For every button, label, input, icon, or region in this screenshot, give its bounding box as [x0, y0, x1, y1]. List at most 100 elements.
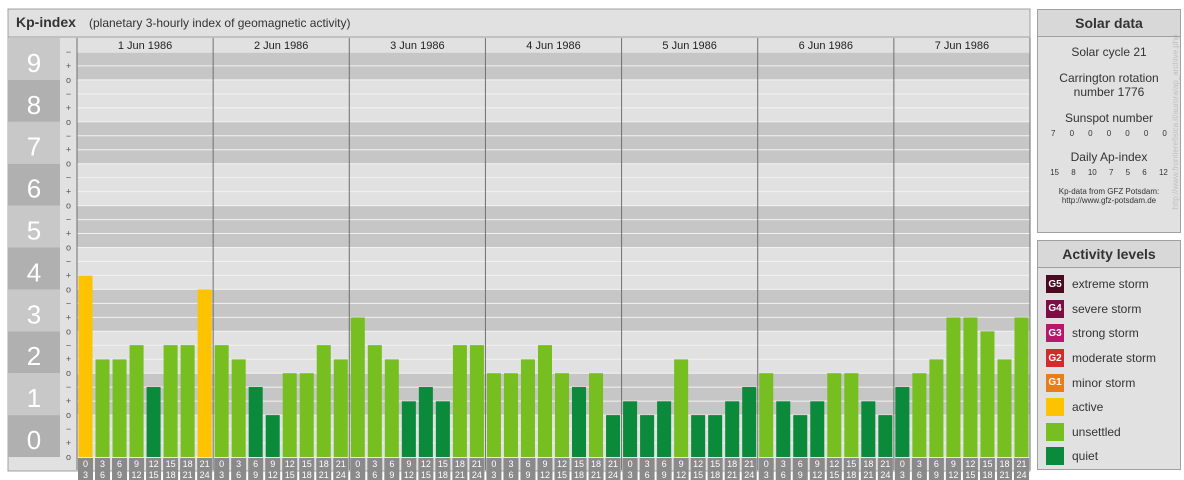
hour-box: [724, 458, 740, 480]
sunspot-value: 0: [1162, 129, 1167, 138]
hour-box: [401, 458, 417, 480]
kp-bar: [759, 373, 774, 457]
kp-bar: [503, 373, 518, 457]
kp-bar: [657, 401, 672, 457]
kp-bar: [929, 359, 944, 457]
sunspot-value: 0: [1069, 129, 1075, 138]
hour-end-label: 24: [1016, 470, 1026, 480]
hour-box: [996, 458, 1012, 480]
hour-end-label: 15: [149, 470, 159, 480]
hour-box: [860, 458, 876, 480]
hour-end-label: 21: [319, 470, 329, 480]
hour-start-label: 3: [100, 459, 105, 469]
plot-band: [77, 247, 1030, 290]
day-label: 1 Jun 1986: [118, 40, 172, 52]
hour-box: [775, 458, 791, 480]
kp-bar: [350, 317, 365, 457]
y-label-band: [8, 415, 60, 457]
hour-box: [877, 458, 893, 480]
hour-start-label: 21: [1016, 459, 1026, 469]
hour-start-label: 9: [406, 459, 411, 469]
hour-end-label: 12: [404, 470, 414, 480]
sunspot-value: 0: [1106, 129, 1112, 138]
legend-item-quiet: quiet: [1038, 444, 1180, 469]
hour-start-label: 9: [270, 459, 275, 469]
minor-tick-symbol: +: [66, 187, 71, 197]
hour-start-label: 15: [574, 459, 584, 469]
hour-start-label: 9: [542, 459, 547, 469]
hour-start-label: 12: [829, 459, 839, 469]
hour-box: [809, 458, 825, 480]
hour-box: [622, 458, 638, 480]
minor-tick-symbol: +: [66, 145, 71, 155]
hour-start-label: 0: [355, 459, 360, 469]
minor-tick-symbol: o: [66, 117, 71, 127]
hour-end-label: 6: [100, 470, 105, 480]
hour-start-label: 15: [982, 459, 992, 469]
hour-start-label: 18: [591, 459, 601, 469]
ap-value: 10: [1087, 168, 1097, 177]
minor-tick-symbol: o: [66, 159, 71, 169]
ap-value: 7: [1108, 168, 1114, 177]
hour-box: [129, 458, 145, 480]
hour-end-label: 18: [982, 470, 992, 480]
legend-label: minor storm: [1072, 375, 1136, 390]
source-line-1: Kp-data from GFZ Potsdam:: [1058, 187, 1160, 196]
hour-start-label: 3: [236, 459, 241, 469]
y-tick-label: 8: [27, 90, 41, 120]
hour-start-label: 9: [951, 459, 956, 469]
hour-box: [945, 458, 961, 480]
hour-end-label: 9: [798, 470, 803, 480]
kp-bar: [197, 289, 212, 457]
chart-subtitle: (planetary 3-hourly index of geomagnetic…: [89, 16, 350, 30]
hour-end-label: 6: [917, 470, 922, 480]
day-label: 3 Jun 1986: [390, 40, 444, 52]
hour-end-label: 21: [999, 470, 1009, 480]
sunspot-value: 0: [1143, 129, 1149, 138]
hour-start-label: 0: [83, 459, 88, 469]
kp-bar: [742, 387, 757, 457]
plot-band: [77, 289, 1030, 332]
hour-end-label: 24: [472, 470, 482, 480]
date-header: [77, 38, 1030, 52]
hour-end-label: 3: [355, 470, 360, 480]
kp-bar: [265, 415, 280, 457]
hour-start-label: 18: [183, 459, 193, 469]
kp-bar: [435, 401, 450, 457]
hour-box: [690, 458, 706, 480]
kp-bar: [946, 317, 961, 457]
legend-label: moderate storm: [1072, 351, 1157, 366]
kp-bar: [520, 359, 535, 457]
hour-end-label: 12: [132, 470, 142, 480]
minor-tick-symbol: o: [66, 368, 71, 378]
hour-start-label: 0: [628, 459, 633, 469]
minor-tick-symbol: +: [66, 396, 71, 406]
hour-end-label: 18: [574, 470, 584, 480]
y-label-band: [8, 79, 60, 122]
ap-value: 5: [1125, 168, 1131, 177]
kp-bar: [980, 331, 995, 457]
hour-start-label: 15: [710, 459, 720, 469]
legend-item-minor-storm: G1 minor storm: [1038, 370, 1180, 395]
hour-end-label: 21: [183, 470, 193, 480]
hour-end-label: 12: [948, 470, 958, 480]
minor-tick-symbol: o: [66, 75, 71, 85]
kp-bar: [623, 401, 638, 457]
minor-tick-symbol: −: [66, 382, 71, 392]
hour-box: [758, 458, 774, 480]
hour-start-label: 15: [166, 459, 176, 469]
hour-start-label: 3: [372, 459, 377, 469]
hour-box: [469, 458, 485, 480]
hour-end-label: 6: [645, 470, 650, 480]
sunspot-value: 0: [1125, 129, 1130, 138]
hour-start-label: 9: [815, 459, 820, 469]
hour-box: [843, 458, 859, 480]
kp-bar: [708, 415, 723, 457]
hour-box: [894, 458, 910, 480]
y-tick-label: 3: [27, 299, 41, 329]
hour-start-label: 12: [965, 459, 975, 469]
hour-end-label: 24: [880, 470, 890, 480]
minor-tick-symbol: +: [66, 438, 71, 448]
hour-box: [78, 458, 94, 480]
hour-start-label: 6: [117, 459, 122, 469]
